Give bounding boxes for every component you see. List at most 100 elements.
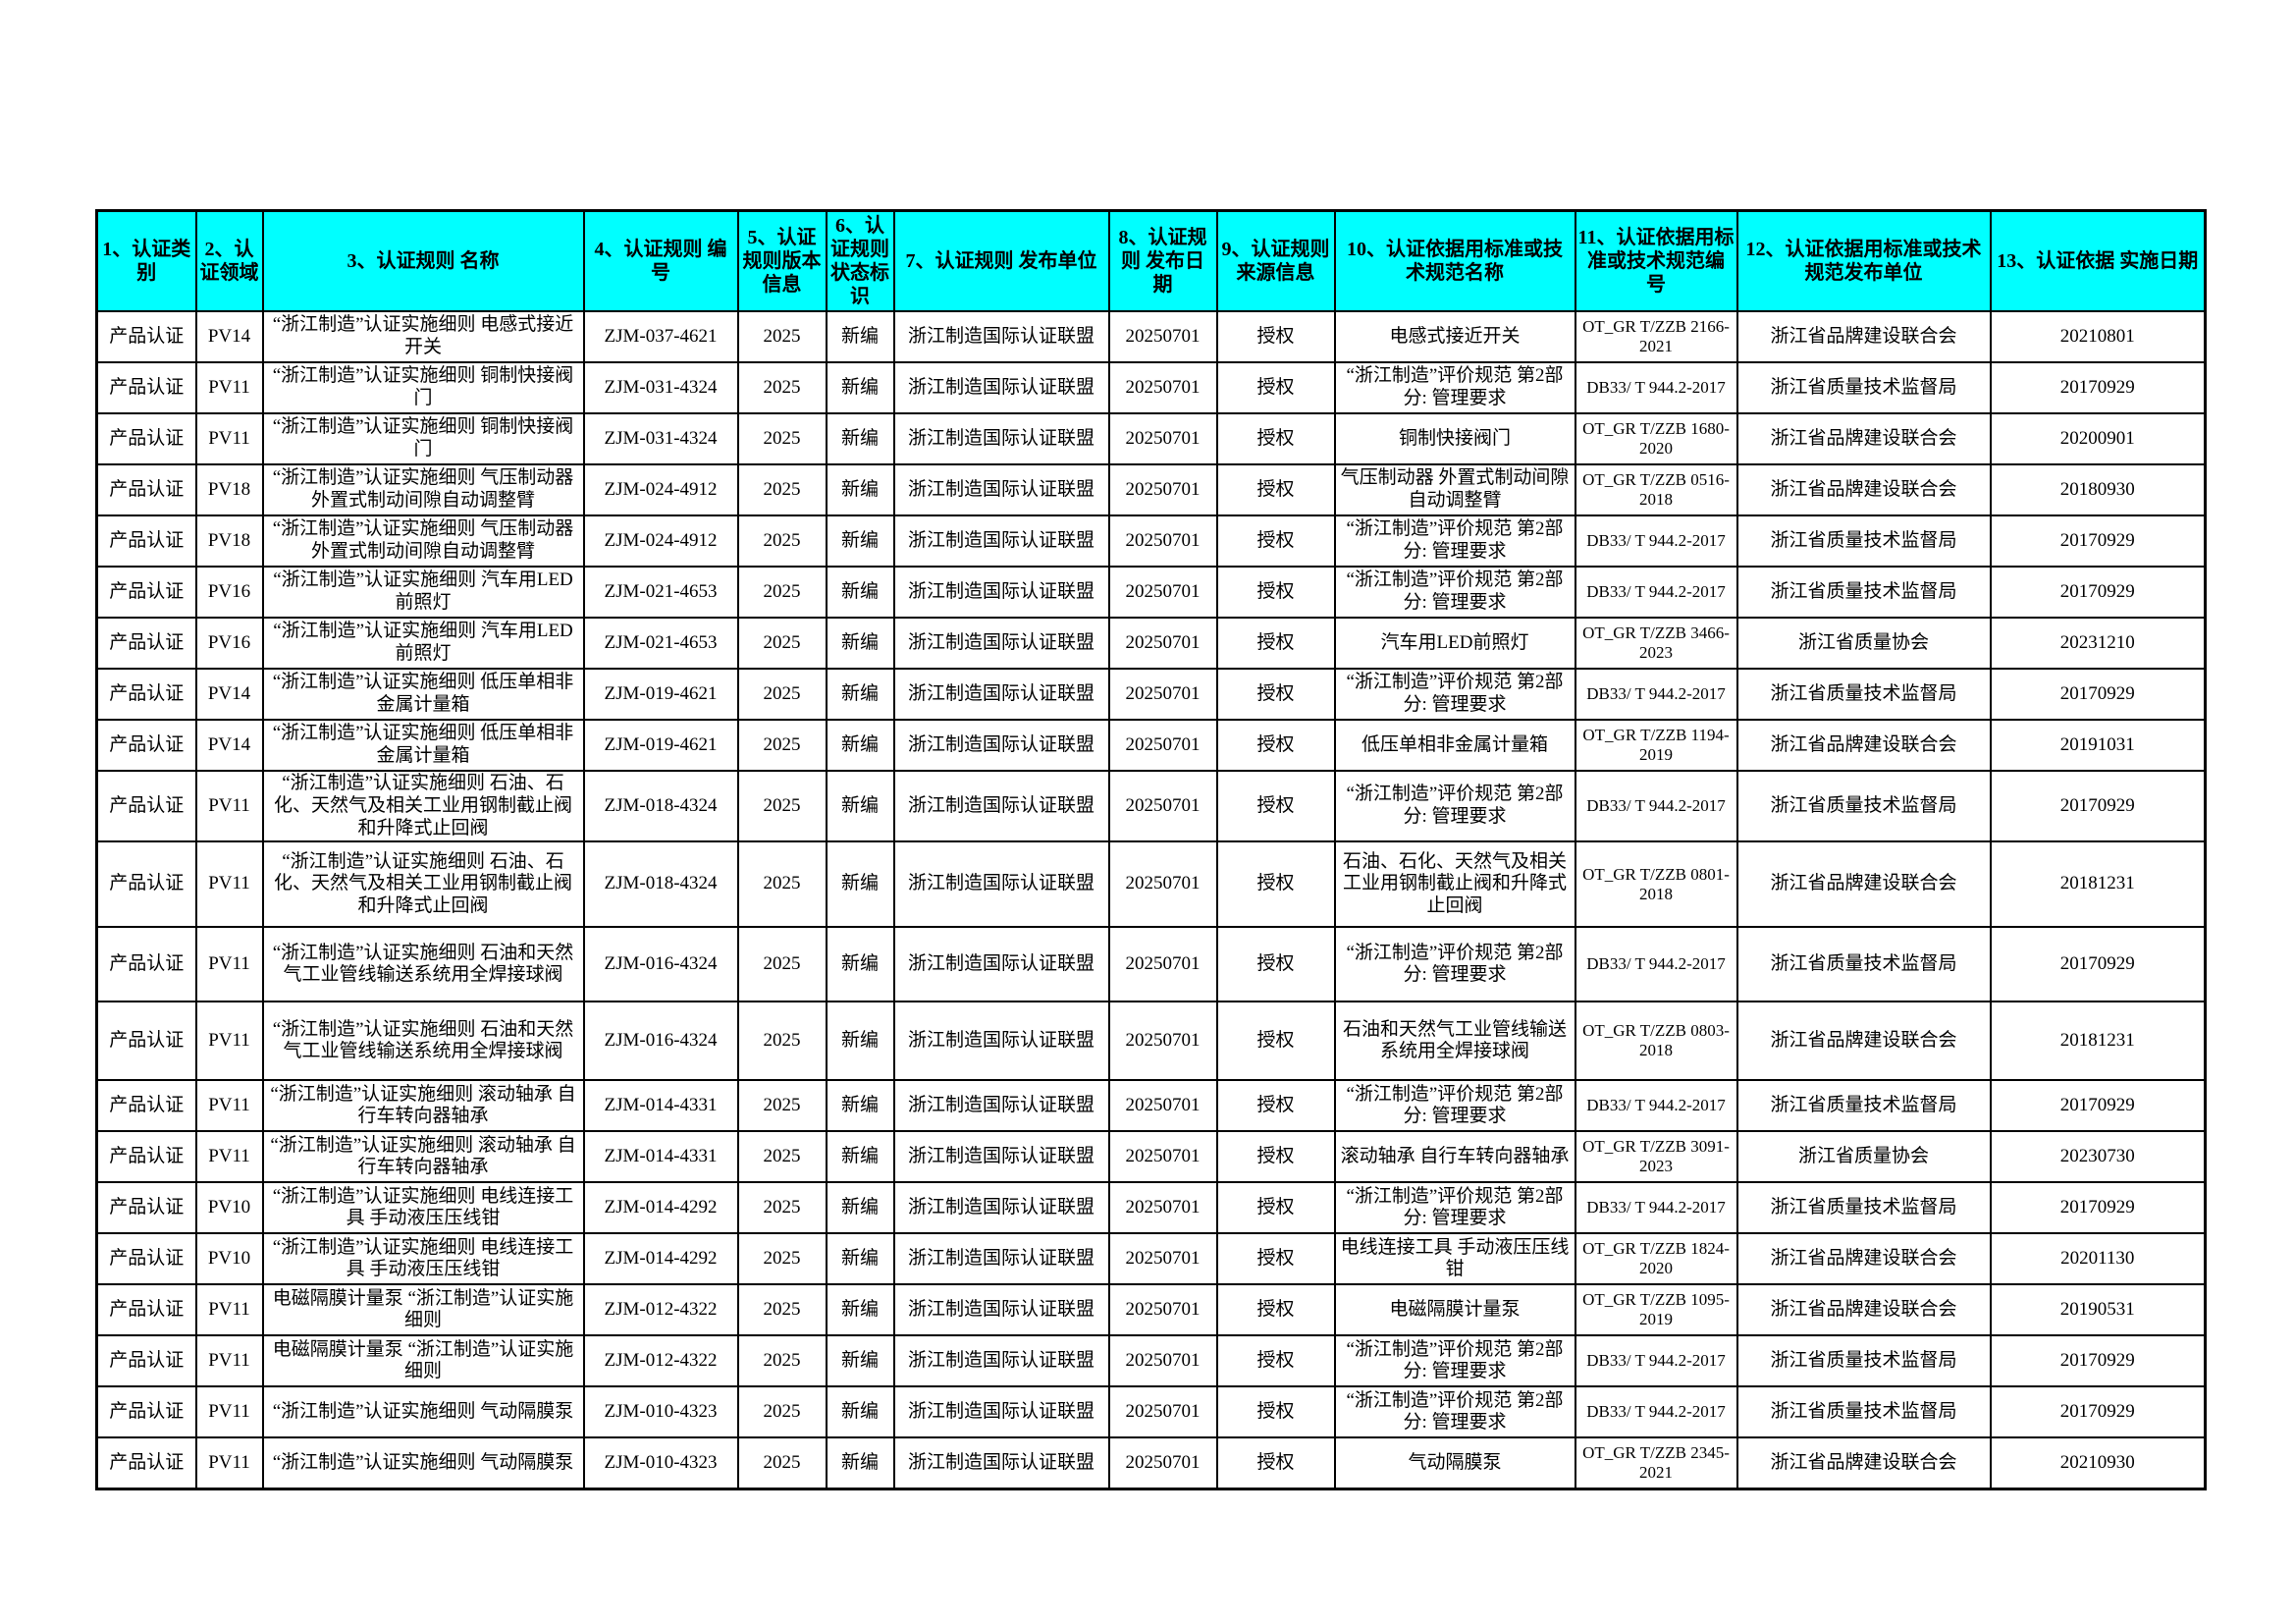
table-cell: 20250701 bbox=[1107, 566, 1218, 619]
table-cell: 产品认证 bbox=[95, 926, 197, 1003]
table-cell: 授权 bbox=[1215, 310, 1336, 363]
table-cell: ZJM-016-4324 bbox=[582, 926, 739, 1003]
table-cell: “浙江制造”认证实施细则 滚动轴承 自行车转向器轴承 bbox=[261, 1079, 585, 1133]
table-cell: 20231210 bbox=[1989, 617, 2207, 670]
column-header: 2、认证领域 bbox=[194, 209, 264, 312]
table-cell: 2025 bbox=[736, 1232, 828, 1286]
table-cell: ZJM-024-4912 bbox=[582, 514, 739, 568]
table-cell: PV18 bbox=[194, 463, 264, 516]
table-cell: 浙江制造国际认证联盟 bbox=[892, 1130, 1110, 1184]
column-header: 12、认证依据用标准或技术规范发布单位 bbox=[1735, 209, 1992, 312]
table-cell: ZJM-014-4331 bbox=[582, 1079, 739, 1133]
table-cell: 授权 bbox=[1215, 514, 1336, 568]
table-cell: 授权 bbox=[1215, 617, 1336, 670]
table-cell: 20250701 bbox=[1107, 668, 1218, 721]
table-row: 产品认证 PV11 “浙江制造”认证实施细则 滚动轴承 自行车转向器轴承 ZJM-01… bbox=[95, 1079, 2207, 1133]
table-row: 产品认证 PV11 “浙江制造”认证实施细则 石油和天然气工业管线输送系统用全焊接球… bbox=[95, 926, 2207, 1003]
table-cell: “浙江制造”认证实施细则 低压单相非金属计量箱 bbox=[261, 719, 585, 772]
table-cell: 新编 bbox=[825, 1001, 895, 1082]
column-header: 13、认证依据 实施日期 bbox=[1989, 209, 2207, 312]
table-cell: 产品认证 bbox=[95, 1181, 197, 1235]
table-cell: PV14 bbox=[194, 719, 264, 772]
table-cell: 20201130 bbox=[1989, 1232, 2207, 1286]
table-cell: “浙江制造”认证实施细则 滚动轴承 自行车转向器轴承 bbox=[261, 1130, 585, 1184]
table-cell: 浙江制造国际认证联盟 bbox=[892, 1283, 1110, 1337]
table-cell: 浙江制造国际认证联盟 bbox=[892, 769, 1110, 843]
table-cell: PV11 bbox=[194, 361, 264, 414]
table-cell: 授权 bbox=[1215, 1232, 1336, 1286]
table-cell: 浙江制造国际认证联盟 bbox=[892, 668, 1110, 721]
table-cell: PV16 bbox=[194, 566, 264, 619]
table-cell: ZJM-019-4621 bbox=[582, 719, 739, 772]
table-cell: OT_GR T/ZZB 3466-2023 bbox=[1574, 617, 1738, 670]
table-cell: ZJM-019-4621 bbox=[582, 668, 739, 721]
table-cell: 新编 bbox=[825, 566, 895, 619]
table-cell: “浙江制造”认证实施细则 石油和天然气工业管线输送系统用全焊接球阀 bbox=[261, 1001, 585, 1082]
table-cell: 20250701 bbox=[1107, 1436, 1218, 1490]
table-cell: OT_GR T/ZZB 1095-2019 bbox=[1574, 1283, 1738, 1337]
table-row: 产品认证 PV11 “浙江制造”认证实施细则 气动隔膜泵 ZJM-010-4323 20… bbox=[95, 1436, 2207, 1490]
table-cell: 授权 bbox=[1215, 1181, 1336, 1235]
table-cell: 2025 bbox=[736, 1181, 828, 1235]
table-cell: 浙江制造国际认证联盟 bbox=[892, 840, 1110, 929]
table-cell: DB33/ T 944.2-2017 bbox=[1574, 1181, 1738, 1235]
table-cell: PV10 bbox=[194, 1181, 264, 1235]
table-row: 产品认证 PV11 电磁隔膜计量泵 “浙江制造”认证实施细则 ZJM-012-4322… bbox=[95, 1283, 2207, 1337]
table-cell: 20170929 bbox=[1989, 769, 2207, 843]
table-row: 产品认证 PV11 “浙江制造”认证实施细则 石油和天然气工业管线输送系统用全焊接球… bbox=[95, 1001, 2207, 1082]
table-cell: 20170929 bbox=[1989, 926, 2207, 1003]
table-row: 产品认证 PV11 “浙江制造”认证实施细则 滚动轴承 自行车转向器轴承 ZJM-01… bbox=[95, 1130, 2207, 1184]
table-cell: 产品认证 bbox=[95, 1385, 197, 1439]
table-cell: PV14 bbox=[194, 668, 264, 721]
table-cell: 20181231 bbox=[1989, 840, 2207, 929]
table-cell: DB33/ T 944.2-2017 bbox=[1574, 668, 1738, 721]
table-cell: OT_GR T/ZZB 1824-2020 bbox=[1574, 1232, 1738, 1286]
table-cell: 2025 bbox=[736, 1079, 828, 1133]
table-cell: 2025 bbox=[736, 566, 828, 619]
table-cell: 20190531 bbox=[1989, 1283, 2207, 1337]
table-cell: 浙江省品牌建设联合会 bbox=[1735, 412, 1992, 465]
table-cell: 新编 bbox=[825, 926, 895, 1003]
table-cell: 2025 bbox=[736, 1001, 828, 1082]
table-cell: 20250701 bbox=[1107, 719, 1218, 772]
table-cell: OT_GR T/ZZB 0803-2018 bbox=[1574, 1001, 1738, 1082]
table-cell: 浙江省质量技术监督局 bbox=[1735, 1079, 1992, 1133]
table-cell: 20181231 bbox=[1989, 1001, 2207, 1082]
table-cell: 授权 bbox=[1215, 1130, 1336, 1184]
table-cell: 浙江省质量技术监督局 bbox=[1735, 566, 1992, 619]
table-cell: “浙江制造”评价规范 第2部分: 管理要求 bbox=[1333, 361, 1576, 414]
table-cell: 浙江省质量技术监督局 bbox=[1735, 668, 1992, 721]
table-cell: 2025 bbox=[736, 926, 828, 1003]
table-cell: 浙江省品牌建设联合会 bbox=[1735, 719, 1992, 772]
table-cell: “浙江制造”认证实施细则 石油、石化、天然气及相关工业用钢制截止阀和升降式止回阀 bbox=[261, 840, 585, 929]
table-cell: DB33/ T 944.2-2017 bbox=[1574, 566, 1738, 619]
table-cell: 浙江省质量技术监督局 bbox=[1735, 1181, 1992, 1235]
table-cell: 20250701 bbox=[1107, 1232, 1218, 1286]
table-cell: 20170929 bbox=[1989, 668, 2207, 721]
table-row: 产品认证 PV10 “浙江制造”认证实施细则 电线连接工具 手动液压压线钳 ZJM-0… bbox=[95, 1232, 2207, 1286]
table-cell: 20170929 bbox=[1989, 1334, 2207, 1388]
table-header: 1、认证类别 2、认证领域 3、认证规则 名称 4、认证规则 编号 5、认证规则版本信息… bbox=[95, 209, 2207, 312]
table-cell: DB33/ T 944.2-2017 bbox=[1574, 1079, 1738, 1133]
table-cell: 授权 bbox=[1215, 566, 1336, 619]
table-cell: 授权 bbox=[1215, 719, 1336, 772]
table-cell: OT_GR T/ZZB 1680-2020 bbox=[1574, 412, 1738, 465]
table-cell: 浙江省品牌建设联合会 bbox=[1735, 1283, 1992, 1337]
table-cell: 气动隔膜泵 bbox=[1333, 1436, 1576, 1490]
table-cell: 浙江省质量协会 bbox=[1735, 1130, 1992, 1184]
table-cell: 新编 bbox=[825, 769, 895, 843]
table-cell: 2025 bbox=[736, 1283, 828, 1337]
table-row: 产品认证 PV14 “浙江制造”认证实施细则 低压单相非金属计量箱 ZJM-019-4… bbox=[95, 719, 2207, 772]
table-cell: 2025 bbox=[736, 719, 828, 772]
table-cell: PV18 bbox=[194, 514, 264, 568]
table-cell: “浙江制造”评价规范 第2部分: 管理要求 bbox=[1333, 926, 1576, 1003]
table-cell: 授权 bbox=[1215, 1436, 1336, 1490]
table-cell: 新编 bbox=[825, 1385, 895, 1439]
table-cell: “浙江制造”评价规范 第2部分: 管理要求 bbox=[1333, 668, 1576, 721]
table-cell: 新编 bbox=[825, 1079, 895, 1133]
table-cell: 电磁隔膜计量泵 bbox=[1333, 1283, 1576, 1337]
table-cell: PV16 bbox=[194, 617, 264, 670]
table-cell: “浙江制造”评价规范 第2部分: 管理要求 bbox=[1333, 514, 1576, 568]
table-cell: 电感式接近开关 bbox=[1333, 310, 1576, 363]
table-cell: 浙江省质量技术监督局 bbox=[1735, 361, 1992, 414]
